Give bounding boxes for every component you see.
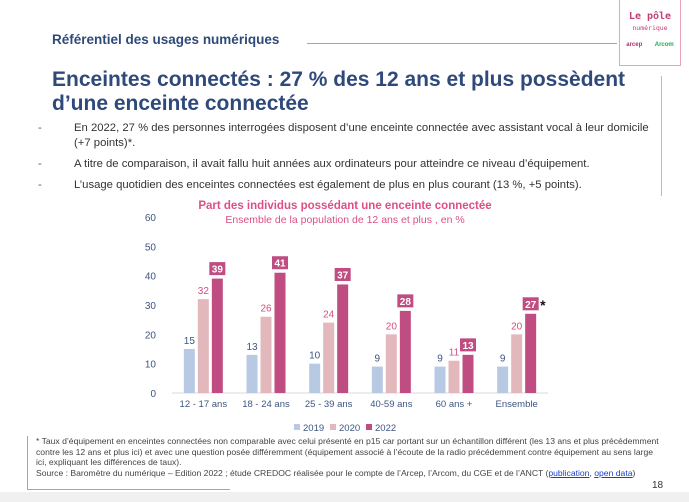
data-label-box (333, 266, 352, 282)
data-label: 24 (323, 310, 335, 321)
x-tick-label: 60 ans + (436, 399, 473, 410)
footnote-text: * Taux d’équipement en enceintes connect… (36, 436, 659, 467)
x-tick-label: 25 - 39 ans (305, 399, 353, 410)
page-title: Enceintes connectés : 27 % des 12 ans et… (52, 68, 626, 115)
footnote-divider (27, 489, 230, 490)
y-tick-label: 0 (150, 389, 156, 400)
logo-line1: Le pôle (628, 11, 672, 22)
x-tick-label: Ensemble (496, 399, 538, 410)
chart-subtitle: Ensemble de la population de 12 ans et p… (225, 214, 465, 226)
bar-2022 (337, 284, 349, 393)
logo-line2: numérique (632, 24, 668, 32)
data-label-box (521, 296, 540, 312)
bar-2022 (462, 354, 474, 393)
legend-swatch (294, 424, 300, 430)
data-label: 9 (375, 354, 381, 365)
legend-label: 2020 (339, 423, 360, 434)
data-label: 9 (500, 354, 506, 365)
legend-swatch (366, 424, 372, 430)
bar-2019 (309, 363, 321, 393)
y-tick-label: 10 (145, 360, 157, 371)
y-tick-label: 60 (145, 213, 157, 224)
data-label: 9 (437, 354, 443, 365)
bullet-item: - En 2022, 27 % des personnes interrogées… (38, 122, 649, 149)
data-label: 13 (462, 341, 474, 352)
data-label: 41 (274, 259, 286, 270)
bar-2019 (246, 354, 258, 393)
x-tick-label: 40-59 ans (370, 399, 413, 410)
section-title: Référentiel des usages numériques (52, 32, 280, 47)
y-tick-label: 50 (145, 242, 157, 253)
x-tick-label: 12 - 17 ans (180, 399, 228, 410)
data-label-box (208, 261, 227, 277)
data-label: 28 (400, 297, 412, 308)
bar-2019 (183, 349, 195, 393)
bar-2020 (323, 322, 335, 393)
y-tick-label: 40 (145, 272, 157, 283)
bar-2020 (385, 334, 397, 393)
publication-link[interactable]: publication (548, 467, 590, 478)
open-data-link[interactable]: open data (594, 467, 633, 478)
data-label: 20 (386, 321, 398, 332)
source-line: Source : Baromètre du numérique – Editio… (36, 467, 636, 478)
data-label: 15 (184, 336, 196, 347)
arcep-logo: arcep (626, 42, 643, 48)
bullet-item: -A titre de comparaison, il avait fallu … (38, 158, 590, 170)
legend-swatch (330, 424, 336, 430)
data-label-box (271, 255, 289, 271)
side-divider (661, 76, 662, 196)
x-tick-label: 18 - 24 ans (242, 399, 290, 410)
bottom-band (0, 492, 689, 502)
data-label-box (459, 337, 477, 353)
data-label: 37 (337, 270, 349, 281)
data-label: 11 (449, 348, 460, 359)
data-label: 32 (198, 286, 210, 297)
bar-2022 (399, 310, 411, 393)
data-label: 39 (212, 265, 224, 276)
bar-2022 (211, 278, 223, 393)
bullet-item: - L’usage quotidien des enceintes connect… (38, 179, 582, 191)
data-label: 10 (309, 351, 321, 362)
page-number: 18 (652, 480, 664, 491)
bar-2020 (511, 334, 523, 393)
footnote: * Taux d’équipement en enceintes connect… (27, 436, 663, 490)
bar-2020 (260, 316, 272, 393)
bar-2022 (274, 272, 286, 393)
data-label: 27 (525, 300, 537, 311)
annotation-asterisk: * (540, 297, 546, 313)
legend-label: 2019 (303, 423, 324, 434)
bar-2022 (525, 313, 537, 393)
data-label: 26 (260, 304, 272, 315)
data-label: 20 (511, 321, 523, 332)
bar-2020 (448, 360, 460, 393)
data-label: 13 (246, 342, 258, 353)
logo: Le pôle numérique arcep Arcom (619, 0, 681, 66)
arcom-logo: Arcom (654, 42, 674, 48)
chart-title: Part des individus possédant une enceint… (198, 200, 492, 212)
y-tick-label: 20 (145, 330, 157, 341)
bullet-list: - En 2022, 27 % des personnes interrogées… (38, 121, 658, 199)
bar-2020 (197, 299, 209, 393)
bar-2019 (371, 366, 383, 393)
bar-2019 (497, 366, 509, 393)
data-label-box (396, 293, 415, 309)
y-tick-label: 30 (145, 301, 157, 312)
bar-2019 (434, 366, 446, 393)
header-divider (307, 43, 617, 44)
legend-label: 2022 (375, 423, 396, 434)
